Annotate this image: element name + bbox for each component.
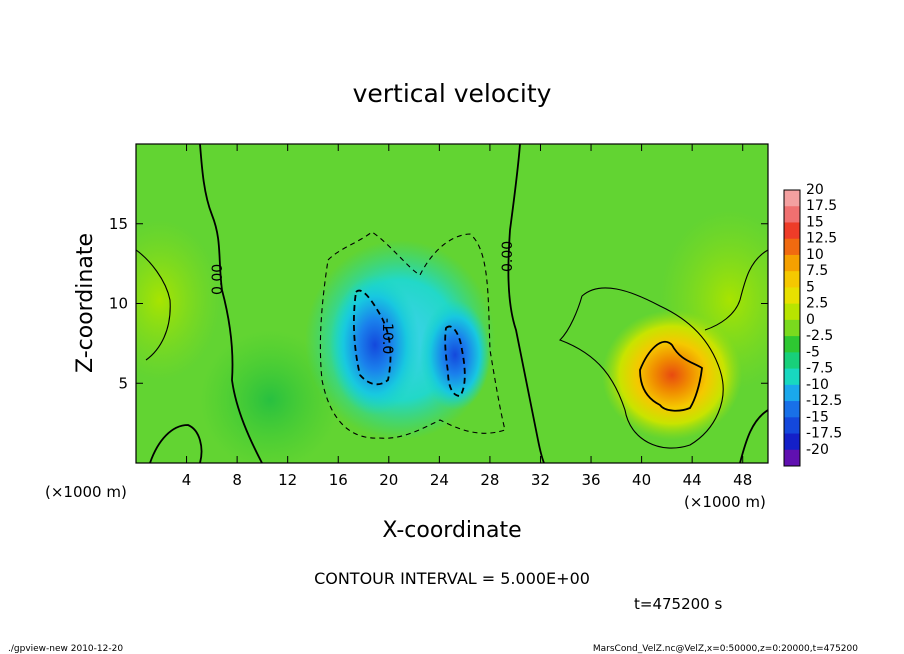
colorbar-label: -2.5 <box>806 328 833 344</box>
contour-bottom-left <box>149 424 203 463</box>
colorbar-swatch <box>784 384 800 402</box>
x-tick-label: 40 <box>632 471 651 489</box>
chart-title: vertical velocity <box>353 79 552 108</box>
colorbar-swatch <box>784 401 800 418</box>
zero-contour-east <box>507 144 545 463</box>
x-tick-label: 36 <box>581 471 600 489</box>
y-tick-label: 5 <box>118 374 128 392</box>
x-axis-label: X-coordinate <box>382 518 521 543</box>
contour-updraft-10 <box>639 340 703 412</box>
x-tick-label: 16 <box>329 471 348 489</box>
footer-right: MarsCond_VelZ.nc@VelZ,x=0:50000,z=0:2000… <box>593 644 858 654</box>
y-axis-label: Z-coordinate <box>73 233 98 373</box>
colorbar-swatch <box>784 190 800 207</box>
colorbar-label: 12.5 <box>806 231 837 247</box>
x-tick-label: 20 <box>379 471 398 489</box>
green-region-mid <box>200 330 340 463</box>
x-tick-label: 48 <box>733 471 752 489</box>
contour-interval: CONTOUR INTERVAL = 5.000E+00 <box>314 569 590 588</box>
x-unit-right: (×1000 m) <box>684 493 766 511</box>
colorbar-label: 20 <box>806 182 824 198</box>
contour-downdraft-5 <box>319 231 506 439</box>
contour-updraft-5 <box>559 287 724 449</box>
contour-left-5 <box>136 249 171 361</box>
colorbar-label: -7.5 <box>806 361 833 377</box>
colorbar-label: 7.5 <box>806 263 828 279</box>
colorbar-label: -10 <box>806 377 829 393</box>
colorbar-swatch <box>784 417 800 435</box>
colorbar-label: 2.5 <box>806 296 828 312</box>
y-axis: 5 10 15 <box>109 215 768 392</box>
lime-region-left <box>136 220 220 380</box>
y-tick-label: 15 <box>109 215 128 233</box>
colorbar-label: 0 <box>806 312 815 328</box>
downdraft-east-fill <box>420 300 490 410</box>
contour-label-minus-ten: -10.0 <box>379 318 395 354</box>
colorbar-label: -15 <box>806 409 829 425</box>
x-tick-label: 32 <box>531 471 550 489</box>
colorbar-swatch <box>784 238 800 256</box>
plot-area: 0.00 0.00 -10.0 <box>136 144 768 463</box>
colorbar-label: 17.5 <box>806 198 837 214</box>
colorbar: 2017.51512.5107.552.50-2.5-5-7.5-10-12.5… <box>783 182 842 467</box>
colorbar-label: -5 <box>806 344 820 360</box>
x-tick-label: 44 <box>683 471 702 489</box>
x-tick-label: 4 <box>182 471 192 489</box>
contour-lines <box>136 144 768 463</box>
x-axis: 4 8 12 16 20 24 28 32 36 40 44 48 <box>182 144 752 489</box>
contour-downdraft-10-east <box>444 325 466 397</box>
contour-bottom-right <box>739 409 768 463</box>
x-tick-label: 24 <box>430 471 449 489</box>
contour-label-zero-east: 0.00 <box>500 241 516 272</box>
x-tick-label: 8 <box>232 471 242 489</box>
colorbar-swatch <box>784 271 800 288</box>
colorbar-swatch <box>784 352 800 370</box>
colorbar-label: 5 <box>806 279 815 295</box>
colorbar-swatch <box>784 254 800 272</box>
colorbar-label: 15 <box>806 214 824 230</box>
contour-label-zero-west: 0.00 <box>210 264 226 295</box>
time-label: t=475200 s <box>634 595 722 613</box>
colorbar-swatch <box>784 303 800 321</box>
colorbar-swatch <box>784 368 800 386</box>
x-tick-label: 12 <box>278 471 297 489</box>
colorbar-swatch <box>784 222 800 240</box>
colorbar-frame <box>783 189 801 467</box>
colorbar-label: -17.5 <box>806 426 842 442</box>
x-tick-label: 28 <box>480 471 499 489</box>
y-tick-label: 10 <box>109 295 128 313</box>
colorbar-swatch <box>784 449 800 467</box>
colorbar-swatch <box>784 206 800 223</box>
colorbar-swatch <box>784 336 800 353</box>
zero-contour-west <box>199 144 263 463</box>
colorbar-swatch <box>784 319 800 337</box>
downdraft-west-fill <box>330 275 420 415</box>
colorbar-swatch <box>784 433 800 451</box>
x-unit-left: (×1000 m) <box>45 483 127 501</box>
updraft-fill <box>602 310 742 440</box>
footer-left: ./gpview-new 2010-12-20 <box>8 644 123 654</box>
colorbar-label: 10 <box>806 247 824 263</box>
colorbar-label: -12.5 <box>806 393 842 409</box>
contour-downdraft-10-west <box>353 289 392 386</box>
colorbar-label: -20 <box>806 442 829 458</box>
contour-right-5 <box>704 249 768 331</box>
colorbar-swatch <box>784 287 800 305</box>
